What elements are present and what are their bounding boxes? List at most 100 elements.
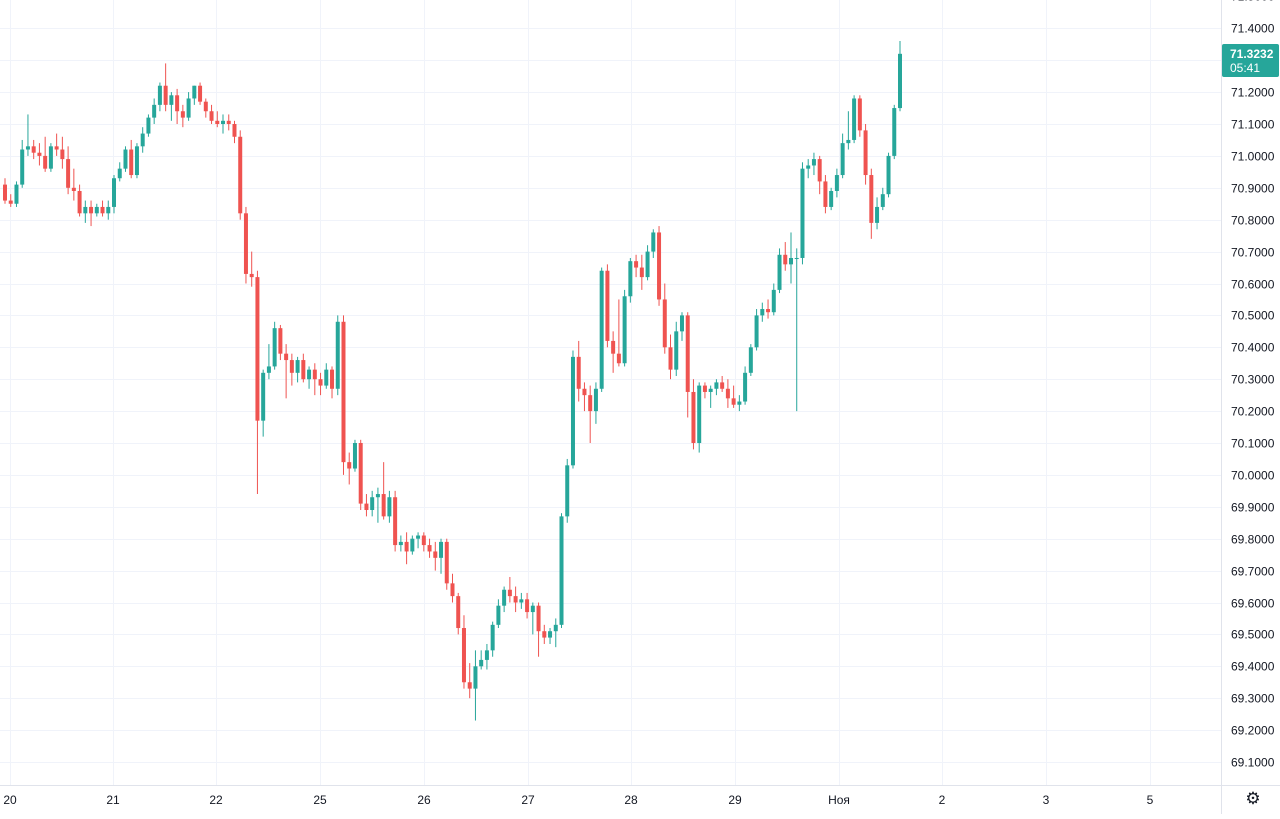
candle[interactable]: [645, 245, 650, 281]
candle[interactable]: [439, 538, 444, 574]
candle[interactable]: [576, 340, 581, 402]
candle[interactable]: [123, 146, 128, 172]
candle[interactable]: [748, 344, 753, 377]
candle[interactable]: [341, 315, 346, 475]
candle[interactable]: [840, 133, 845, 179]
candle[interactable]: [668, 334, 673, 380]
candle[interactable]: [232, 120, 237, 144]
candle[interactable]: [404, 532, 409, 565]
candle[interactable]: [880, 187, 885, 211]
candle[interactable]: [410, 535, 415, 555]
candle[interactable]: [324, 363, 329, 389]
candle[interactable]: [702, 382, 707, 399]
candle[interactable]: [163, 63, 168, 112]
candle[interactable]: [846, 111, 851, 150]
candle[interactable]: [31, 139, 36, 160]
candle[interactable]: [651, 229, 656, 258]
candle[interactable]: [622, 289, 627, 367]
candle[interactable]: [112, 175, 117, 214]
candle[interactable]: [892, 104, 897, 160]
candle[interactable]: [198, 82, 203, 105]
candle[interactable]: [582, 382, 587, 412]
candle[interactable]: [8, 194, 13, 207]
candle[interactable]: [800, 162, 805, 265]
candle[interactable]: [834, 168, 839, 198]
candle[interactable]: [221, 114, 226, 134]
candle[interactable]: [708, 385, 713, 408]
candle[interactable]: [588, 385, 593, 443]
candle[interactable]: [255, 270, 260, 495]
candle[interactable]: [794, 248, 799, 412]
candle[interactable]: [456, 592, 461, 635]
candle[interactable]: [77, 184, 82, 217]
candles[interactable]: [3, 41, 902, 721]
candle[interactable]: [175, 88, 180, 124]
candle[interactable]: [634, 254, 639, 278]
candle[interactable]: [806, 159, 811, 179]
candle[interactable]: [863, 124, 868, 185]
candle[interactable]: [89, 200, 94, 227]
candle[interactable]: [3, 178, 7, 204]
candle[interactable]: [714, 379, 719, 396]
candle[interactable]: [616, 299, 621, 367]
candle[interactable]: [605, 264, 610, 348]
candle[interactable]: [496, 599, 501, 629]
candle[interactable]: [593, 382, 598, 424]
candle[interactable]: [697, 382, 702, 453]
candle[interactable]: [14, 181, 19, 207]
candle[interactable]: [140, 127, 145, 153]
candle[interactable]: [559, 513, 564, 629]
candle[interactable]: [570, 350, 575, 469]
candle[interactable]: [134, 143, 139, 179]
candle[interactable]: [83, 200, 88, 223]
candle[interactable]: [857, 95, 862, 137]
candle[interactable]: [54, 133, 59, 156]
candle[interactable]: [662, 283, 667, 354]
candle[interactable]: [152, 98, 157, 124]
candle[interactable]: [691, 379, 696, 450]
candle[interactable]: [639, 254, 644, 290]
candle[interactable]: [783, 242, 788, 271]
time-axis[interactable]: 20 21 22 25 26 27 28 29 Ноя 2 3 5: [3, 793, 1153, 807]
candle[interactable]: [157, 82, 162, 112]
candle[interactable]: [685, 312, 690, 418]
candle[interactable]: [37, 143, 42, 166]
candle[interactable]: [249, 251, 254, 287]
candle[interactable]: [370, 490, 375, 517]
candle[interactable]: [215, 111, 220, 128]
candle[interactable]: [473, 650, 478, 721]
candle[interactable]: [611, 331, 616, 373]
candle[interactable]: [886, 152, 891, 198]
candle[interactable]: [507, 576, 512, 603]
candle[interactable]: [261, 369, 266, 437]
candle[interactable]: [43, 136, 48, 172]
candle[interactable]: [720, 376, 725, 392]
candle[interactable]: [347, 452, 352, 485]
candle[interactable]: [628, 257, 633, 303]
candle[interactable]: [209, 104, 214, 124]
candle[interactable]: [284, 344, 289, 399]
candle[interactable]: [381, 462, 386, 520]
candle[interactable]: [674, 321, 679, 377]
candle[interactable]: [393, 490, 398, 552]
candle[interactable]: [565, 458, 570, 523]
candle[interactable]: [66, 146, 71, 195]
candle[interactable]: [100, 200, 105, 217]
candle[interactable]: [479, 650, 484, 670]
gear-icon[interactable]: ⚙: [1245, 789, 1261, 809]
candle[interactable]: [375, 487, 380, 523]
candle[interactable]: [875, 197, 880, 230]
candle[interactable]: [307, 366, 312, 389]
candle[interactable]: [106, 200, 111, 220]
candle[interactable]: [829, 187, 834, 211]
candle[interactable]: [203, 98, 208, 118]
candle[interactable]: [301, 353, 306, 383]
candle[interactable]: [358, 439, 363, 510]
candle[interactable]: [330, 366, 335, 399]
candle[interactable]: [817, 155, 822, 195]
candle[interactable]: [898, 41, 902, 112]
candle[interactable]: [129, 139, 134, 179]
candle[interactable]: [226, 114, 231, 131]
